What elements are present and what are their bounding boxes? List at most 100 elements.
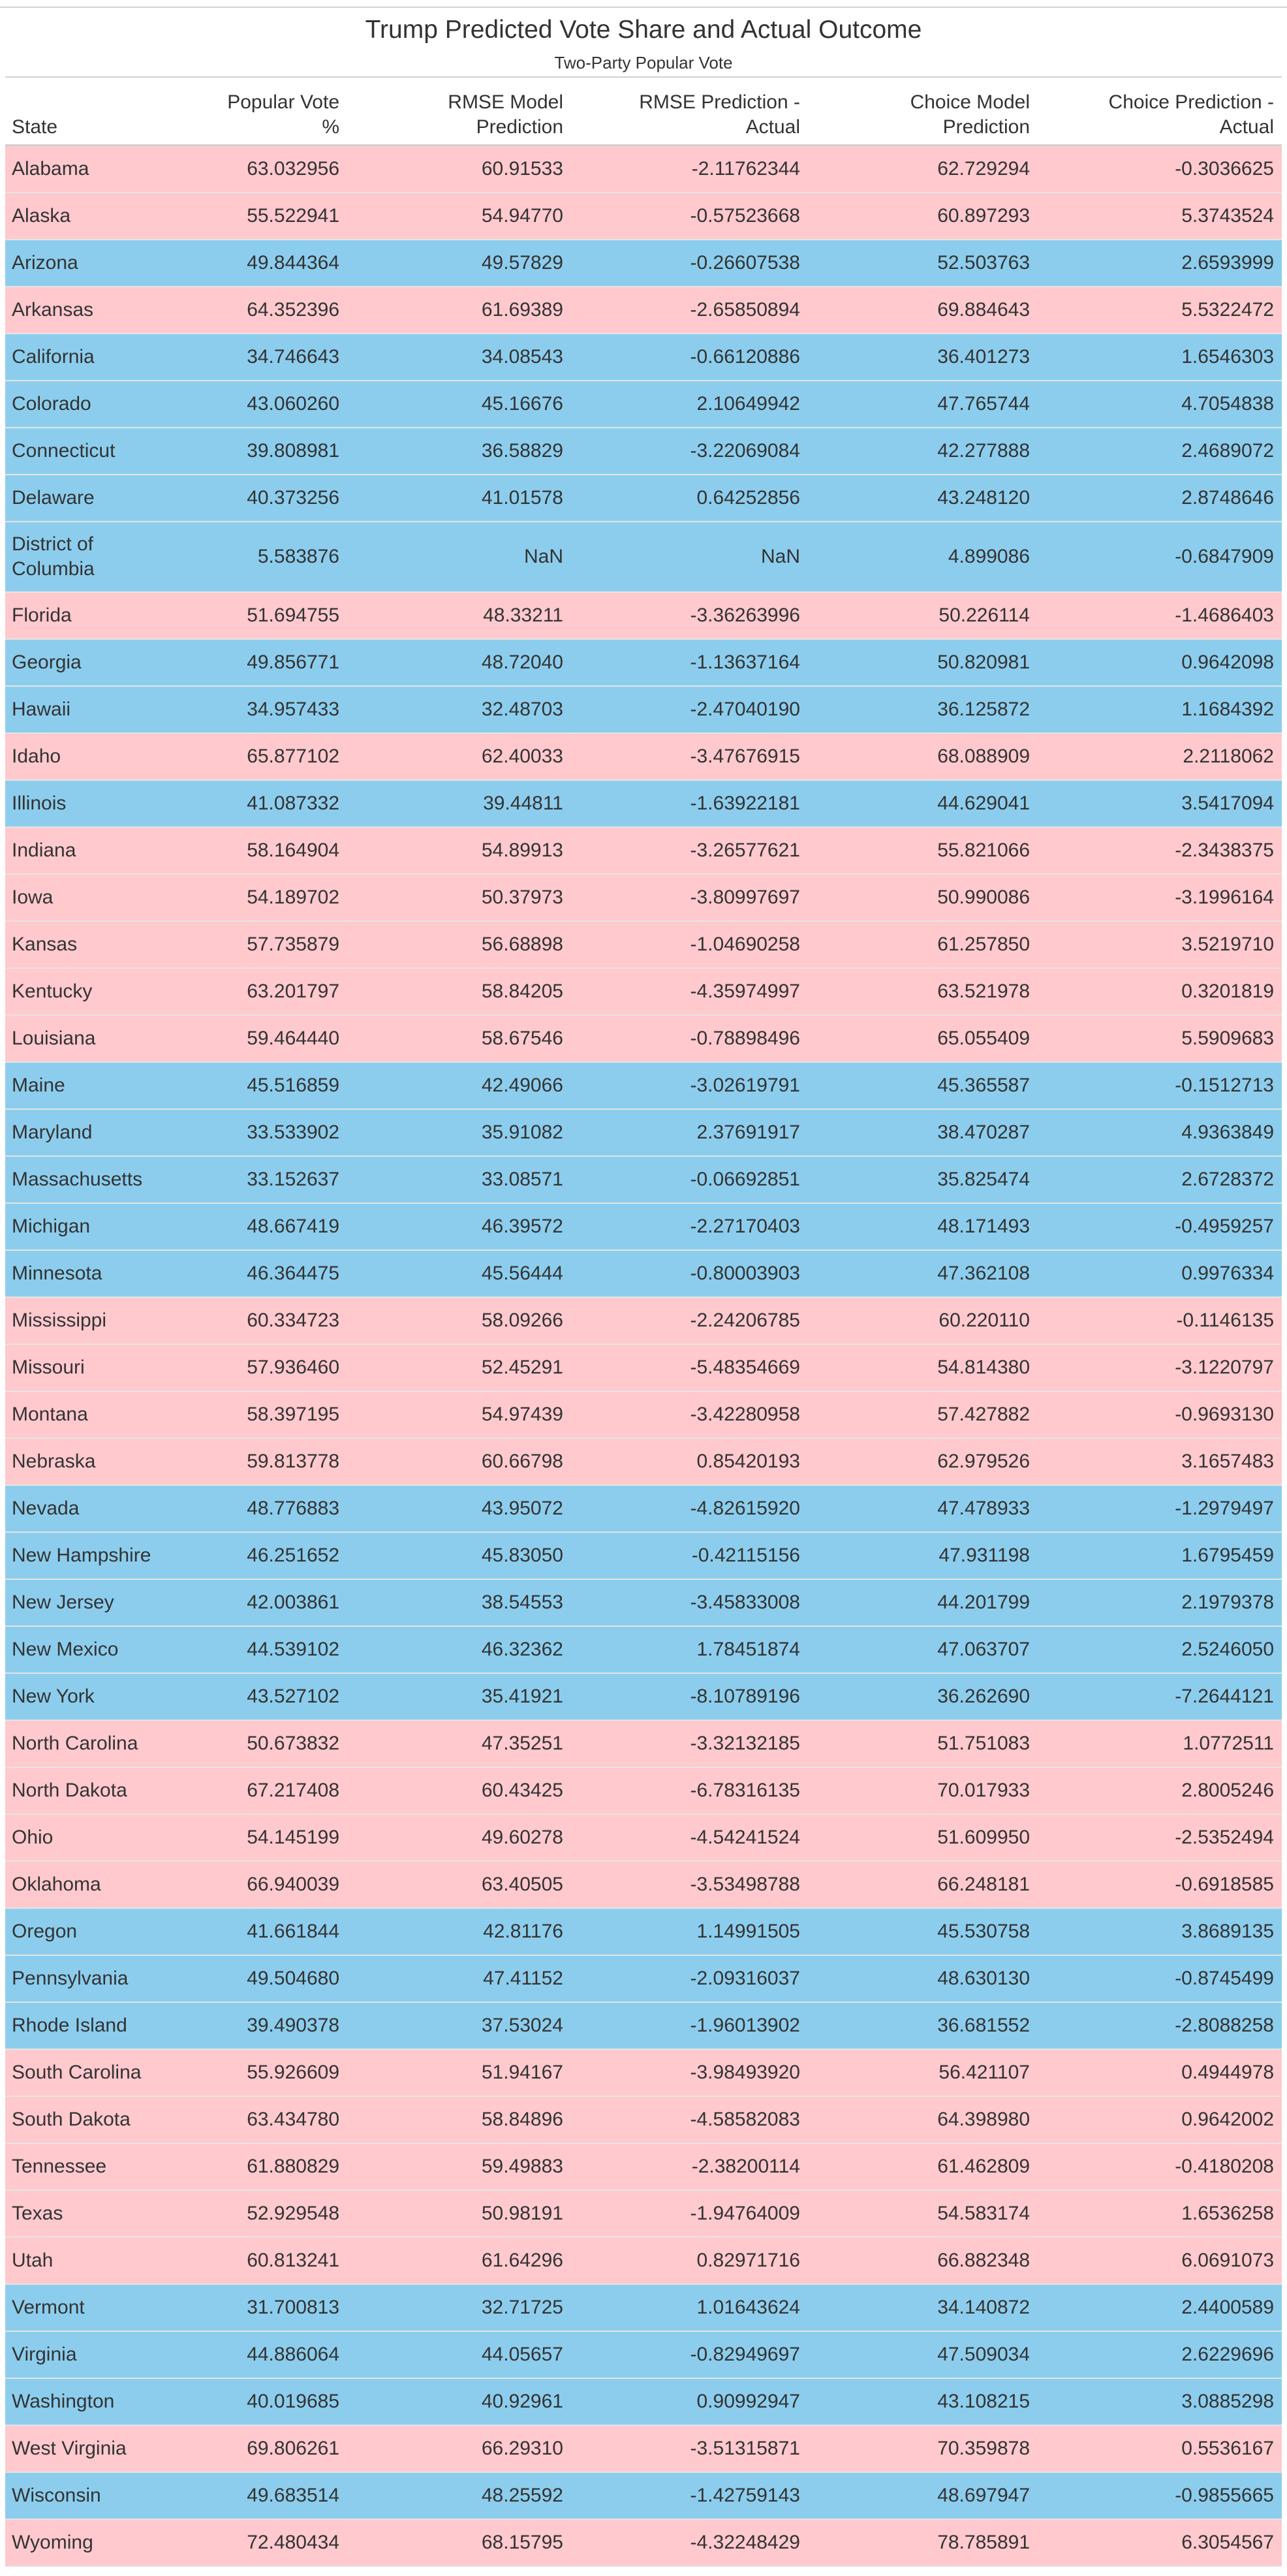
cell-popular-vote: 65.877102 (247, 746, 339, 767)
cell-choice-diff: 2.6229696 (1181, 2344, 1274, 2365)
cell-state: Missouri (12, 1357, 85, 1378)
cell-choice-pred: 52.503763 (937, 252, 1030, 274)
cell-rmse-diff: -3.26577621 (690, 840, 801, 861)
cell-popular-vote: 63.201797 (247, 981, 339, 1002)
cell-state: Indiana (12, 840, 76, 861)
cell-popular-vote: 44.539102 (247, 1639, 339, 1660)
cell-popular-vote: 63.434780 (247, 2109, 339, 2130)
cell-popular-vote: 43.060260 (247, 393, 339, 415)
cell-choice-diff: 1.0772511 (1183, 1733, 1274, 1754)
cell-rmse-pred: 32.71725 (481, 2297, 563, 2318)
cell-popular-vote: 55.926609 (247, 2062, 339, 2083)
cell-rmse-pred: 60.66798 (481, 1451, 563, 1472)
cell-rmse-pred: 46.32362 (481, 1639, 563, 1660)
cell-rmse-pred: 42.81176 (483, 1921, 563, 1942)
cell-choice-diff: 3.8689135 (1181, 1921, 1274, 1942)
cell-popular-vote: 63.032956 (247, 158, 339, 180)
cell-choice-pred: 55.821066 (937, 840, 1030, 861)
table-row: Delaware 40.373256 41.01578 0.64252856 43.24… (5, 475, 1282, 522)
cell-state: Wyoming (12, 2532, 93, 2553)
table-row: Illinois 41.087332 39.44811 -1.63922181 44.6… (5, 781, 1282, 828)
cell-choice-pred: 48.630130 (937, 1968, 1030, 1989)
cell-choice-diff: 0.9642002 (1181, 2109, 1274, 2130)
cell-state: Washington (12, 2391, 115, 2412)
cell-rmse-pred: 36.58829 (481, 440, 563, 462)
cell-choice-diff: -0.9855665 (1175, 2485, 1274, 2506)
cell-rmse-diff: -3.98493920 (690, 2062, 801, 2083)
table-body: Alabama 63.032956 60.91533 -2.11762344 62.72… (5, 146, 1282, 2567)
table-row: Tennessee 61.880829 59.49883 -2.38200114 61.… (5, 2144, 1282, 2191)
table-row: California 34.746643 34.08543 -0.66120886 36… (5, 334, 1282, 381)
cell-rmse-pred: 68.15795 (481, 2532, 563, 2553)
cell-popular-vote: 39.490378 (247, 2015, 339, 2036)
cell-rmse-pred: 54.89913 (481, 840, 563, 861)
table-row: Massachusetts 33.152637 33.08571 -0.0669285… (5, 1157, 1282, 1204)
cell-rmse-diff: -3.53498788 (690, 1874, 801, 1895)
cell-state: New Hampshire (12, 1545, 151, 1566)
cell-rmse-diff: -3.45833008 (690, 1592, 801, 1613)
cell-choice-diff: 4.9363849 (1181, 1122, 1274, 1143)
cell-popular-vote: 46.364475 (247, 1263, 339, 1284)
cell-rmse-diff: 0.64252856 (696, 487, 801, 509)
cell-popular-vote: 61.880829 (247, 2156, 339, 2177)
cell-choice-pred: 51.609950 (937, 1827, 1030, 1848)
cell-rmse-pred: 48.25592 (481, 2485, 563, 2506)
cell-choice-diff: 3.5219710 (1181, 934, 1274, 955)
cell-choice-diff: -3.1220797 (1175, 1357, 1274, 1378)
table-row: Oklahoma 66.940039 63.40505 -3.53498788 66.2… (5, 1862, 1282, 1909)
table-row: Virginia 44.886064 44.05657 -0.82949697 47.5… (5, 2332, 1282, 2379)
cell-rmse-pred: 60.43425 (481, 1780, 563, 1801)
cell-rmse-pred: 49.60278 (481, 1827, 563, 1848)
cell-popular-vote: 55.522941 (247, 205, 339, 227)
cell-choice-diff: -3.1996164 (1175, 887, 1274, 908)
table-row: Florida 51.694755 48.33211 -3.36263996 50.22… (5, 593, 1282, 640)
cell-popular-vote: 48.667419 (247, 1216, 339, 1237)
cell-popular-vote: 72.480434 (247, 2532, 339, 2553)
cell-popular-vote: 49.504680 (247, 1968, 339, 1989)
cell-popular-vote: 48.776883 (247, 1498, 339, 1519)
cell-rmse-diff: -4.82615920 (690, 1498, 801, 1519)
cell-rmse-diff: 1.78451874 (696, 1639, 801, 1660)
table-row: District of Columbia 5.583876 NaN NaN 4.89908… (5, 522, 1282, 593)
cell-choice-pred: 44.201799 (937, 1592, 1030, 1613)
table-row: Texas 52.929548 50.98191 -1.94764009 54.5831… (5, 2191, 1282, 2238)
cell-choice-diff: 2.1979378 (1181, 1592, 1274, 1613)
cell-rmse-pred: 33.08571 (481, 1169, 563, 1190)
table-row: Nebraska 59.813778 60.66798 0.85420193 62.97… (5, 1439, 1282, 1486)
cell-state: Tennessee (12, 2156, 107, 2177)
cell-choice-diff: 0.4944978 (1181, 2062, 1274, 2083)
cell-choice-pred: 54.583174 (937, 2203, 1030, 2224)
cell-rmse-pred: 54.94770 (481, 205, 563, 227)
cell-choice-pred: 47.478933 (937, 1498, 1030, 1519)
table-row: Iowa 54.189702 50.37973 -3.80997697 50.99008… (5, 875, 1282, 922)
cell-popular-vote: 41.661844 (247, 1921, 339, 1942)
cell-popular-vote: 49.856771 (247, 652, 339, 673)
cell-rmse-pred: 38.54553 (481, 1592, 563, 1613)
cell-choice-pred: 50.820981 (937, 652, 1030, 673)
cell-popular-vote: 33.533902 (247, 1122, 339, 1143)
cell-state: Kentucky (12, 981, 93, 1002)
cell-choice-diff: -2.8088258 (1175, 2015, 1274, 2036)
column-header-rmse-diff: RMSE Prediction - Actual (639, 91, 800, 138)
cell-popular-vote: 59.464440 (247, 1028, 339, 1049)
cell-popular-vote: 33.152637 (247, 1169, 339, 1190)
cell-rmse-pred: 51.94167 (481, 2062, 563, 2083)
cell-rmse-diff: -3.47676915 (690, 746, 801, 767)
cell-rmse-pred: 62.40033 (481, 746, 563, 767)
table-row: Mississippi 60.334723 58.09266 -2.24206785 6… (5, 1298, 1282, 1345)
table-row: Rhode Island 39.490378 37.53024 -1.96013902… (5, 2003, 1282, 2050)
table-row: South Dakota 63.434780 58.84896 -4.58582083… (5, 2097, 1282, 2144)
cell-rmse-diff: -0.26607538 (690, 252, 801, 274)
cell-choice-pred: 4.899086 (948, 546, 1030, 567)
cell-state: District of Columbia (12, 533, 95, 580)
cell-rmse-pred: 46.39572 (481, 1216, 563, 1237)
cell-rmse-pred: NaN (523, 546, 563, 567)
cell-state: Delaware (12, 487, 95, 509)
cell-popular-vote: 45.516859 (247, 1075, 339, 1096)
column-header-popular-vote: Popular Vote% (227, 91, 339, 138)
cell-rmse-diff: -0.80003903 (690, 1263, 801, 1284)
cell-choice-diff: -2.3438375 (1175, 840, 1274, 861)
cell-choice-pred: 63.521978 (937, 981, 1030, 1002)
cell-choice-pred: 47.931198 (938, 1545, 1030, 1566)
table-row: Nevada 48.776883 43.95072 -4.82615920 47.478… (5, 1486, 1282, 1533)
